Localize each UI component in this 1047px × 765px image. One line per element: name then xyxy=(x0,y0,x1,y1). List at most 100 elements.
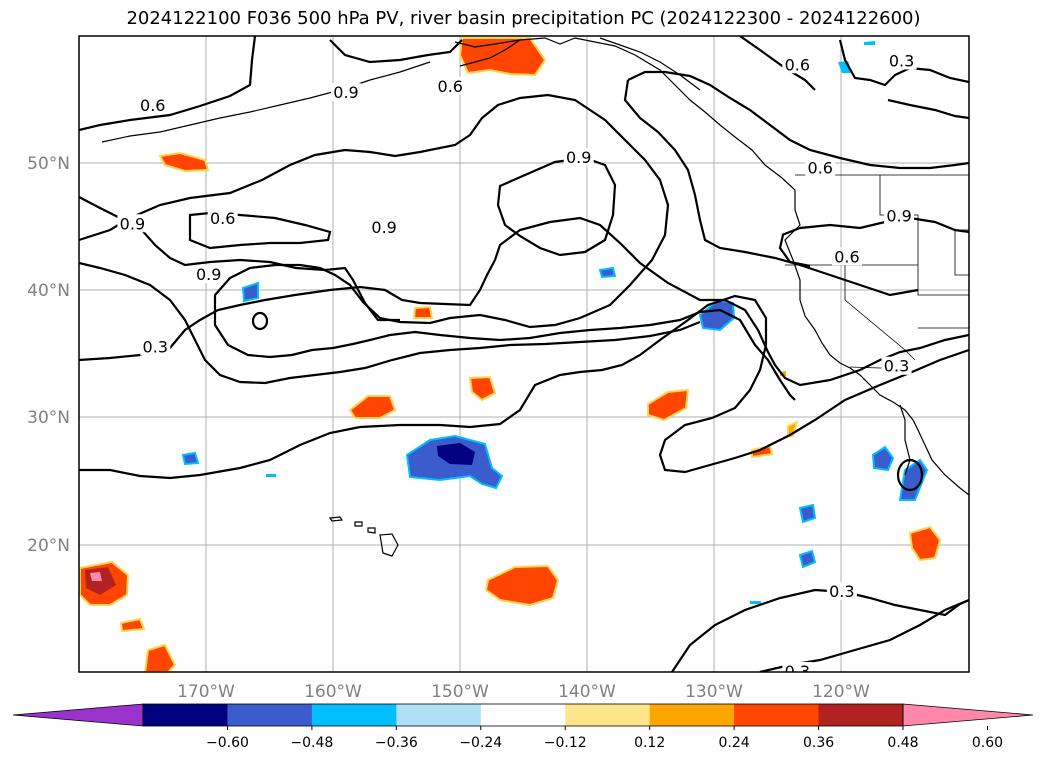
contour-label-background xyxy=(207,209,238,228)
colorbar-segment xyxy=(649,704,735,726)
precip-patch-negative xyxy=(181,451,200,466)
pv-contours xyxy=(79,36,969,672)
colorbar-frame xyxy=(142,703,904,727)
pv-contour-0.6 xyxy=(79,93,796,401)
precip-patch-positive xyxy=(484,564,560,607)
lon-label: 150°W xyxy=(431,682,489,702)
lon-label: 130°W xyxy=(685,682,743,702)
contour-label: 0.9 xyxy=(566,148,591,167)
hawaiian-islands xyxy=(328,516,399,557)
colorbar-tick-label: −0.24 xyxy=(459,735,502,751)
pv-contour-0.6 xyxy=(623,79,919,297)
colorbar-tick-label: 0.48 xyxy=(887,735,918,751)
lat-label: 30°N xyxy=(27,408,70,428)
contour-label-background xyxy=(193,265,224,284)
precip-patch-positive xyxy=(412,305,434,319)
lon-label: 160°W xyxy=(304,682,362,702)
lon-label: 170°W xyxy=(177,682,235,702)
precip-patch-positive xyxy=(90,572,102,581)
contour-label-background xyxy=(331,83,361,102)
contour-label-background xyxy=(831,247,862,266)
colorbar-segment xyxy=(143,704,228,726)
colorbar-segment xyxy=(311,704,397,726)
precip-patch-positive xyxy=(158,151,210,173)
contour-label-background xyxy=(435,76,466,95)
lat-label: 40°N xyxy=(27,281,70,301)
lon-label: 120°W xyxy=(812,682,870,702)
longitude-labels: 170°W 160°W 150°W 140°W 130°W 120°W xyxy=(177,682,870,702)
colorbar-segment xyxy=(565,704,651,726)
pv-contour-0.9 xyxy=(79,261,701,385)
contour-label-background xyxy=(826,581,857,600)
contour-label: 0.3 xyxy=(785,662,810,681)
figure-title: 2024122100 F036 500 hPa PV, river basin … xyxy=(126,8,921,29)
precip-patch-positive xyxy=(468,375,497,402)
colorbar-segment xyxy=(396,704,482,726)
contour-label: 0.9 xyxy=(333,83,358,102)
colorbar-tick-label: −0.36 xyxy=(375,735,418,751)
pv-contour-0.9 xyxy=(778,234,811,268)
precip-patch-positive xyxy=(119,617,146,633)
precip-patch-negative xyxy=(750,601,761,604)
precipitation-anomaly-patches xyxy=(79,37,942,672)
pv-contour-0.3 xyxy=(79,216,969,387)
lon-label: 140°W xyxy=(558,682,616,702)
colorbar-tick-label: 0.24 xyxy=(719,735,750,751)
latitude-labels: 50°N 40°N 30°N 20°N xyxy=(27,154,70,556)
colorbar-tick-label: −0.48 xyxy=(290,735,333,751)
contour-label: 0.9 xyxy=(886,207,911,226)
colorbar-segment xyxy=(734,704,820,726)
precip-patch-negative xyxy=(798,549,817,569)
precip-patch-negative xyxy=(838,61,852,73)
precip-patch-positive xyxy=(908,525,942,562)
precip-patch-negative xyxy=(864,41,875,45)
precip-patch-negative xyxy=(241,281,259,303)
contour-label: 0.6 xyxy=(140,96,165,115)
contour-label-background xyxy=(805,158,836,177)
colorbar-extend-low xyxy=(12,703,144,727)
pv-contour-0.9 xyxy=(251,311,269,331)
pv-contour-0.3 xyxy=(887,98,969,120)
precip-patch-negative xyxy=(798,503,817,524)
contour-labels: 0.6 0.9 0.6 0.6 0.3 0.9 0.6 0.9 0.6 0.9 0.9 0.6 0.9 0… xyxy=(117,51,917,681)
precip-patch-positive xyxy=(348,395,397,419)
colorbar-extend-high xyxy=(902,703,1034,727)
colorbar-tick-label: 0.60 xyxy=(972,735,1003,751)
pv-contour-0.3 xyxy=(838,39,969,87)
precip-patch-positive xyxy=(143,643,177,672)
colorbar: −0.60 −0.48 −0.36 −0.24 −0.12 0.12 0.24 0.36 0.4… xyxy=(12,703,1034,751)
contour-label: 0.6 xyxy=(785,55,810,74)
contour-label: 0.9 xyxy=(196,265,221,284)
contour-label: 0.3 xyxy=(829,582,854,601)
precip-patch-negative xyxy=(871,445,895,472)
contour-label-background xyxy=(886,51,917,70)
pv-contour-0.3 xyxy=(79,294,969,480)
contour-label: 0.6 xyxy=(438,77,463,96)
pv-contour-0.6 xyxy=(627,70,969,170)
contour-label-background xyxy=(782,662,813,672)
contour-label-background xyxy=(881,356,912,375)
colorbar-tick-label: 0.12 xyxy=(634,735,665,751)
contour-label: 0.6 xyxy=(834,247,859,266)
precip-patch-positive xyxy=(647,388,690,422)
colorbar-tick-label: 0.36 xyxy=(803,735,834,751)
colorbar-tick-label: −0.60 xyxy=(206,735,249,751)
colorbar-segment xyxy=(818,704,904,726)
colorbar-segments xyxy=(12,703,1034,727)
precip-patch-positive xyxy=(458,37,547,77)
pv-contour-0.6 xyxy=(188,211,332,250)
precip-patch-negative xyxy=(437,443,475,465)
colorbar-segment xyxy=(227,704,313,726)
pv-contour-0.6 xyxy=(79,36,257,132)
contour-label-background xyxy=(884,206,915,225)
contour-label: 0.6 xyxy=(808,158,833,177)
colorbar-segment xyxy=(480,704,566,726)
contour-label: 0.9 xyxy=(120,214,145,233)
lat-label: 50°N xyxy=(27,154,70,174)
map-frame xyxy=(78,35,970,673)
pv-contour-0.6 xyxy=(329,39,463,64)
contour-label-background xyxy=(369,218,400,237)
colorbar-tick-label: −0.12 xyxy=(544,735,587,751)
contour-label: 0.6 xyxy=(210,209,235,228)
